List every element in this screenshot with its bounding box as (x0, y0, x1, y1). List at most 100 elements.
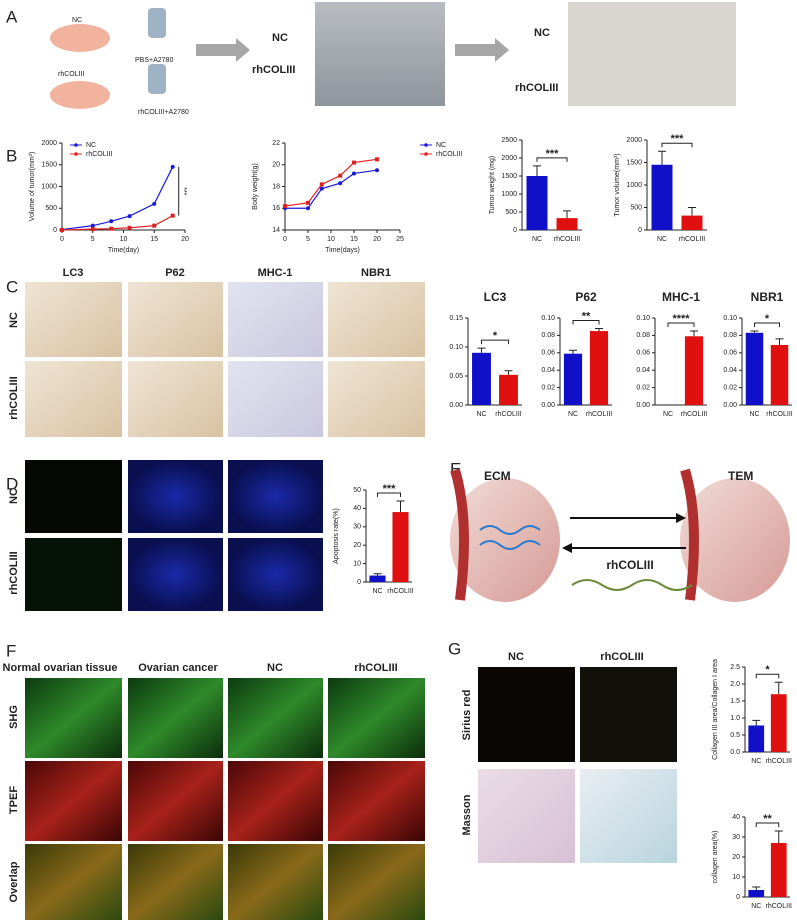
x-tick-label: NC (476, 411, 486, 418)
y-tick-label: 2500 (501, 137, 517, 144)
legend-label: NC (86, 142, 96, 149)
panel-e: ECM TEM rhCOLIII (450, 468, 790, 602)
row-label: NC (8, 312, 20, 328)
ecm-illustration (450, 478, 560, 602)
sirius-image (580, 667, 677, 762)
tunel-image (128, 538, 223, 611)
panel-letters: A B C D E F G (6, 7, 461, 660)
label: NC (534, 27, 550, 39)
y-tick-label: 2000 (626, 137, 642, 144)
y-tick-label: 0.00 (449, 402, 463, 409)
x-tick-label: 25 (396, 236, 404, 243)
x-tick-label: NC (749, 411, 759, 418)
significance-bracket (755, 822, 780, 827)
error-bar (477, 347, 486, 353)
bar (770, 344, 789, 405)
point (319, 186, 324, 191)
y-tick-label: 18 (272, 183, 280, 190)
legend-label: rhCOLIII (86, 151, 113, 158)
y-tick-label: 30 (353, 524, 361, 531)
row-label: Overlap (8, 861, 20, 902)
bar (770, 843, 787, 897)
x-tick-label: rhCOLIII (766, 411, 793, 418)
y-tick-label: 0.10 (541, 315, 555, 322)
point (352, 171, 356, 176)
y-tick-label: 0.15 (449, 315, 463, 322)
mouse (50, 24, 110, 52)
shg-image (328, 678, 425, 758)
x-tick-label: rhCOLIII (679, 236, 706, 243)
annotation: ** (763, 813, 772, 825)
y-axis-label: Volume of tumor(mm³) (29, 152, 36, 222)
column-label: LC3 (63, 267, 84, 279)
row-label: SHG (8, 705, 20, 729)
x-tick-label: 15 (350, 236, 358, 243)
ihc-image (328, 361, 425, 437)
error-bar (569, 349, 577, 354)
x-tick-label: NC (372, 588, 382, 595)
overlap-image (328, 844, 425, 920)
tunel-image (25, 460, 122, 533)
error-bar (774, 830, 783, 843)
vial (148, 8, 166, 38)
y-tick-label: 0.02 (636, 384, 650, 391)
collagen (479, 525, 541, 550)
y-tick-label: 30 (732, 834, 740, 841)
annotation: *** (671, 133, 685, 145)
x-axis-label: Time(days) (325, 247, 360, 254)
tpef-image (25, 761, 122, 841)
y-tick-label: 0.02 (723, 384, 737, 391)
column-label: rhCOLIII (600, 651, 643, 663)
mouse (50, 81, 110, 109)
x-tick-label: rhCOLIII (766, 903, 793, 910)
panel-g-images: NC rhCOLIII Sirius red Masson (461, 651, 677, 863)
x-tick-label: NC (751, 903, 761, 910)
x-tick-label: 0 (283, 236, 287, 243)
shg-image (128, 678, 223, 758)
y-tick-label: 500 (505, 209, 517, 216)
legend-label: rhCOLIII (436, 151, 463, 158)
annotation: * (765, 664, 770, 676)
tunel-image (25, 538, 122, 611)
sirius-image (478, 667, 575, 762)
panel-d-images: NC rhCOLIII (8, 460, 323, 611)
significance-bracket (667, 322, 695, 328)
overlap-image (128, 844, 223, 920)
label: rhCOLIII (58, 71, 85, 78)
ihc-image (25, 361, 122, 437)
x-tick-label: 5 (91, 236, 95, 243)
panel-f: Normal ovarian tissue Ovarian cancer NC … (3, 662, 425, 920)
arrow-head (676, 513, 686, 523)
tpef-image (228, 761, 323, 841)
panel-c-images: LC3 P62 MHC-1 NBR1 NC rhCOLIII (8, 267, 425, 437)
shg-image (25, 678, 122, 758)
point (127, 214, 132, 219)
point (306, 206, 310, 211)
bar (748, 890, 765, 897)
point (283, 204, 287, 209)
bar (392, 512, 409, 582)
y-tick-label: 0.0 (730, 749, 740, 756)
point (306, 200, 310, 205)
y-tick-label: 10 (353, 560, 361, 567)
point (170, 213, 175, 218)
panel-letter: F (6, 641, 16, 660)
label: rhCOLIII (606, 558, 653, 572)
y-tick-label: 0.06 (541, 350, 555, 357)
x-tick-label: 5 (306, 236, 310, 243)
row-label: NC (8, 488, 20, 504)
ihc-image (228, 282, 323, 357)
bar (651, 164, 673, 230)
significance-bracket (377, 492, 401, 498)
tpef-image (128, 761, 223, 841)
annotation: ** (582, 310, 591, 322)
legend-marker (74, 152, 78, 156)
tpef-image (328, 761, 425, 841)
error-bar (373, 573, 382, 576)
y-axis-label: Apoptosis rate(%) (333, 508, 340, 564)
x-tick-label: rhCOLIII (681, 411, 708, 418)
bar (589, 331, 609, 405)
y-tick-label: 0.08 (636, 332, 650, 339)
error-bar (658, 150, 666, 165)
